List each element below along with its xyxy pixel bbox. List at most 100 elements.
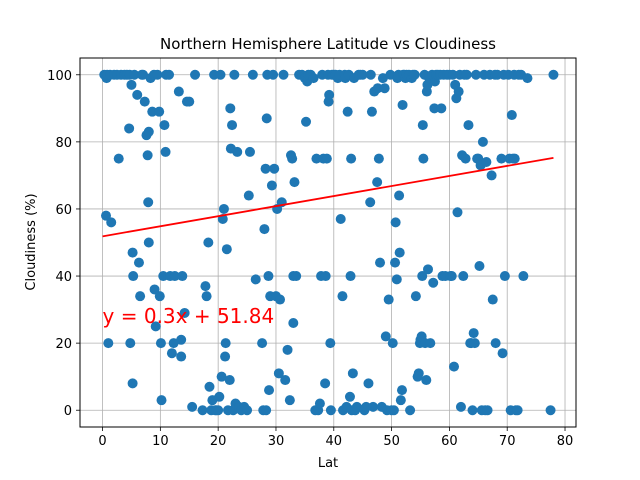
data-point <box>143 126 154 137</box>
data-point <box>467 405 478 416</box>
data-point <box>244 146 255 157</box>
regression-equation: y = 0.3x + 51.84 <box>103 304 275 328</box>
data-point <box>368 401 379 412</box>
data-point <box>481 156 492 167</box>
data-point <box>379 83 390 94</box>
regression-line <box>102 156 554 238</box>
data-point <box>469 338 480 349</box>
data-point <box>397 99 408 110</box>
data-point <box>273 368 284 379</box>
data-point <box>394 247 405 258</box>
data-point <box>203 237 214 248</box>
data-point <box>266 180 277 191</box>
data-point <box>522 73 533 84</box>
data-point <box>135 291 146 302</box>
data-point <box>320 378 331 389</box>
data-point <box>214 391 225 402</box>
data-point <box>164 69 175 80</box>
data-point <box>496 153 507 164</box>
data-point <box>213 405 224 416</box>
data-point <box>345 271 356 282</box>
y-tick-label: 20 <box>55 337 72 352</box>
data-point <box>143 197 154 208</box>
data-point <box>383 294 394 305</box>
data-point <box>216 371 227 382</box>
data-point <box>125 338 136 349</box>
data-point <box>128 271 139 282</box>
data-point <box>150 321 161 332</box>
x-tick-label: 80 <box>557 434 574 449</box>
data-point <box>284 395 295 406</box>
data-point <box>220 351 231 362</box>
data-point <box>278 69 289 80</box>
data-point <box>344 391 355 402</box>
data-point <box>421 375 432 386</box>
data-point <box>126 79 137 90</box>
data-point <box>463 120 474 131</box>
data-point <box>375 257 386 268</box>
data-point <box>482 405 493 416</box>
data-point <box>154 106 165 117</box>
data-point <box>409 69 420 80</box>
data-point <box>259 224 270 235</box>
data-point <box>225 103 236 114</box>
data-point <box>155 338 166 349</box>
data-point <box>242 405 253 416</box>
data-point <box>387 338 398 349</box>
data-point <box>455 401 466 412</box>
data-point <box>361 401 372 412</box>
y-tick-label: 100 <box>47 69 72 84</box>
data-point <box>417 271 428 282</box>
data-point <box>261 113 272 124</box>
regression-line-group <box>102 156 554 238</box>
data-point <box>365 69 376 80</box>
data-point <box>260 163 271 174</box>
data-point <box>429 103 440 114</box>
data-point <box>187 401 198 412</box>
data-point <box>200 281 211 292</box>
data-point <box>325 405 336 416</box>
x-tick-label: 50 <box>383 434 400 449</box>
x-tick-label: 70 <box>499 434 516 449</box>
data-point <box>337 291 348 302</box>
data-point <box>395 395 406 406</box>
data-point <box>428 277 439 288</box>
data-point <box>452 207 463 218</box>
data-point <box>417 120 428 131</box>
data-point <box>436 103 447 114</box>
data-point <box>159 120 170 131</box>
data-point <box>127 247 138 258</box>
data-point <box>342 106 353 117</box>
data-point <box>506 110 517 121</box>
data-point <box>268 69 279 80</box>
data-point <box>490 338 501 349</box>
data-point <box>220 338 231 349</box>
data-point <box>357 69 368 80</box>
data-point <box>124 123 135 134</box>
data-point <box>461 69 472 80</box>
data-point <box>190 69 201 80</box>
data-point <box>147 106 158 117</box>
data-point <box>129 69 140 80</box>
data-point <box>390 257 401 268</box>
data-point <box>232 146 243 157</box>
data-point <box>325 338 336 349</box>
data-point <box>320 271 331 282</box>
data-point <box>247 69 258 80</box>
data-point <box>139 96 150 107</box>
data-point <box>257 338 268 349</box>
data-point <box>261 405 272 416</box>
data-point <box>477 136 488 147</box>
data-point <box>184 96 195 107</box>
data-point <box>275 294 286 305</box>
data-point <box>548 69 559 80</box>
data-point <box>512 405 523 416</box>
data-point <box>149 284 160 295</box>
data-point <box>470 69 481 80</box>
data-point <box>447 69 458 80</box>
data-point <box>156 395 167 406</box>
y-tick-label: 0 <box>64 404 72 419</box>
data-point <box>218 203 229 214</box>
data-point <box>291 271 302 282</box>
data-point <box>423 264 434 275</box>
